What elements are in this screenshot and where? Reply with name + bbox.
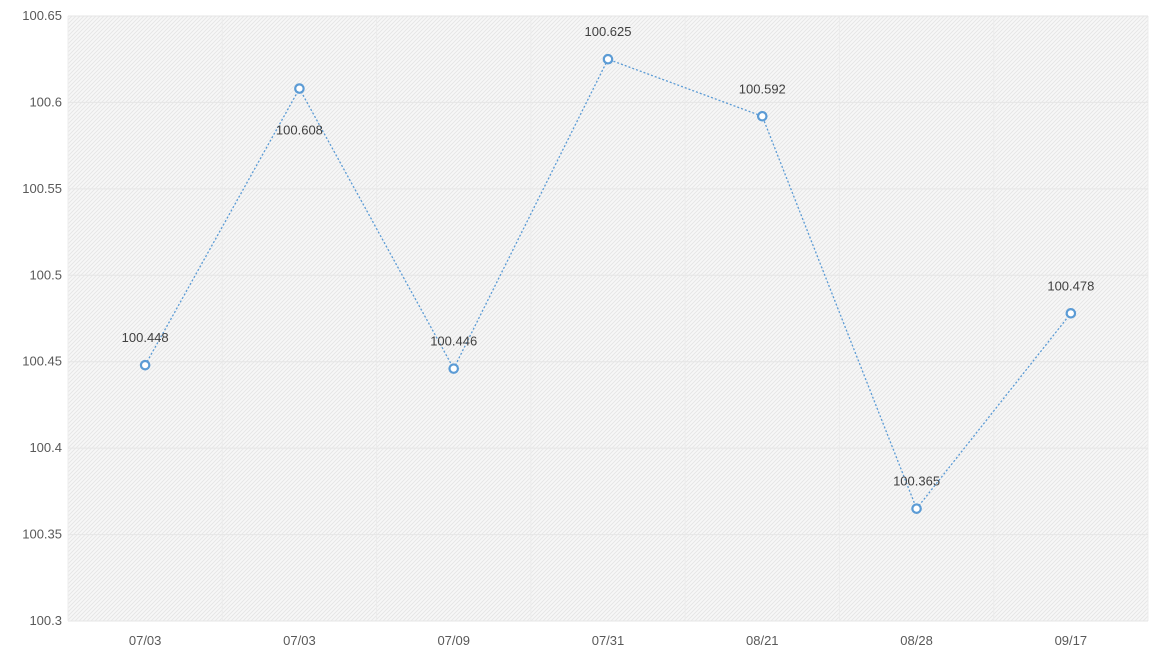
data-labels: 100.448 100.608 100.446 100.625 100.592 100.3… [122, 24, 1095, 488]
x-tick-label: 07/31 [592, 633, 625, 648]
data-label: 100.592 [739, 81, 786, 96]
data-point-marker [756, 110, 768, 122]
y-tick-label: 100.4 [29, 440, 62, 455]
data-point-marker [602, 53, 614, 65]
data-point-marker [1065, 308, 1077, 319]
data-point-marker [139, 359, 151, 371]
x-tick-label: 08/28 [900, 633, 933, 648]
data-label: 100.446 [430, 334, 477, 349]
plot-area [68, 16, 1148, 621]
horizontal-gridlines [68, 15, 1148, 622]
x-tick-label: 09/17 [1055, 633, 1088, 648]
data-point-marker [294, 83, 305, 94]
y-tick-label: 100.55 [22, 181, 62, 196]
x-tick-label: 08/21 [746, 633, 779, 648]
data-label: 100.478 [1047, 278, 1094, 293]
data-label: 100.365 [893, 474, 940, 489]
y-tick-label: 100.65 [22, 8, 62, 23]
data-label: 100.448 [122, 330, 169, 345]
y-tick-label: 100.6 [29, 94, 62, 109]
data-label: 100.625 [585, 24, 632, 39]
data-point-marker [911, 503, 922, 514]
x-tick-label: 07/09 [437, 633, 470, 648]
vertical-gridlines [67, 16, 1149, 621]
x-tick-label: 07/03 [129, 633, 162, 648]
x-tick-label: 07/03 [283, 633, 316, 648]
x-axis-tick-labels: 07/03 07/03 07/09 07/31 08/21 08/28 09/17 [129, 633, 1087, 648]
y-axis-tick-labels: 100.3 100.35 100.4 100.45 100.5 100.55 100.6 10… [22, 8, 62, 628]
y-tick-label: 100.45 [22, 354, 62, 369]
data-label: 100.608 [276, 123, 323, 138]
y-tick-label: 100.5 [29, 267, 62, 282]
y-tick-label: 100.35 [22, 527, 62, 542]
data-point-marker [448, 363, 460, 374]
y-tick-label: 100.3 [29, 613, 62, 628]
series-group [139, 53, 1077, 514]
